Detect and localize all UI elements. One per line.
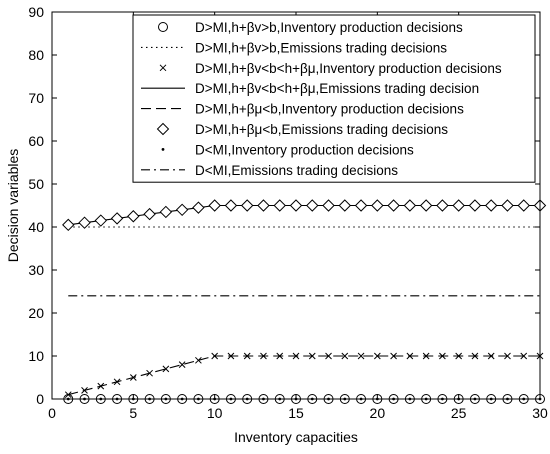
- y-tick-label: 0: [36, 391, 44, 407]
- legend-entry: D<MI,Inventory production decisions: [161, 142, 414, 157]
- legend-label: D>MI,h+βv>b,Emissions trading decisions: [195, 40, 447, 55]
- x-tick-label: 15: [288, 405, 304, 421]
- x-marker-stroke: [325, 352, 332, 360]
- x-marker-stroke: [178, 361, 186, 368]
- series-inv-prod-low-line: [68, 355, 540, 396]
- series-emis-trade-mid-line: [68, 204, 540, 226]
- series-inv-prod-low: [68, 355, 540, 396]
- legend-entry: D<MI,Emissions trading decisions: [141, 163, 398, 178]
- x-tick-label: 5: [129, 405, 137, 421]
- series-inv-prod-mid-point: [325, 352, 332, 360]
- legend-entry: D>MI,h+βv>b,Inventory production decisio…: [158, 20, 463, 35]
- legend-entry: D>MI,h+βv>b,Emissions trading decisions: [141, 40, 447, 55]
- series-emis-trade-low-point: [387, 199, 400, 212]
- series-emis-trade-low-point: [371, 199, 384, 212]
- legend-marker-sample: [161, 148, 165, 151]
- y-tick-label: 40: [28, 219, 44, 235]
- x-tick-label: 25: [451, 405, 467, 421]
- series-emis-trade-low-point: [468, 199, 482, 212]
- series-emis-trade-low-point: [436, 199, 449, 212]
- legend-entry: D>MI,h+βμ<b,Inventory production decisio…: [141, 102, 464, 117]
- legend-label: D<MI,Emissions trading decisions: [195, 163, 398, 178]
- x-marker-stroke: [357, 352, 365, 360]
- legend-marker-sample: [159, 64, 167, 72]
- series-emis-trade-low-point: [257, 199, 270, 212]
- y-tick-label: 70: [28, 90, 44, 106]
- y-tick-label: 30: [28, 262, 44, 278]
- series-emis-trade-low-point: [78, 216, 91, 229]
- x-marker-stroke: [373, 352, 381, 360]
- series-inv-prod-mid-point: [178, 361, 186, 368]
- y-tick-label: 50: [28, 176, 44, 192]
- x-marker-stroke: [520, 352, 528, 360]
- series-emis-trade-low-point: [240, 199, 254, 212]
- series-emis-trade-mid: [68, 204, 540, 226]
- x-marker-stroke: [162, 365, 170, 373]
- series-emis-trade-low-point: [338, 199, 352, 212]
- legend-label: D>MI,h+βv>b,Inventory production decisio…: [195, 20, 463, 35]
- series-emis-trade-low-point: [94, 214, 108, 227]
- legend-entry: D>MI,h+βv<b<h+βμ,Emissions trading decis…: [141, 81, 479, 96]
- series-emis-trade-low-point: [224, 199, 238, 212]
- x-tick-label: 20: [370, 405, 386, 421]
- y-tick-label: 90: [28, 4, 44, 20]
- y-tick-label: 60: [28, 133, 44, 149]
- x-axis-title: Inventory capacities: [234, 429, 358, 445]
- x-marker-stroke: [195, 356, 202, 364]
- legend-label: D>MI,h+βμ<b,Inventory production decisio…: [195, 102, 464, 117]
- series-inv-prod-mid-point: [520, 352, 528, 360]
- ticks: 0 5 10 15 20 25 30 0 10 20 30 40 50 60 70 80 90: [28, 4, 548, 421]
- series-emis-trade-low-point: [517, 199, 530, 212]
- series-emis-trade-low-point: [273, 199, 286, 212]
- series-inv-prod-mid: [64, 352, 544, 399]
- x-tick-label: 10: [207, 405, 223, 421]
- legend-marker-sample: [158, 22, 168, 32]
- series-emis-trade-low-point: [208, 199, 221, 212]
- x-marker-stroke: [159, 64, 167, 72]
- series-emis-trade-low-point: [62, 218, 75, 232]
- series-emis-trade-low-point: [403, 199, 417, 212]
- x-marker-stroke: [341, 352, 349, 360]
- series-emis-trade-low-point: [322, 199, 335, 212]
- series-emis-trade-low-point: [501, 199, 514, 212]
- legend-entry: D>MI,h+βv<b<h+βμ,Inventory production de…: [159, 61, 502, 76]
- y-axis-title: Decision variables: [5, 149, 21, 263]
- series-emis-trade-low-point: [143, 207, 156, 221]
- series-inv-prod-mid-point: [341, 352, 349, 360]
- series-emis-trade-low-point: [159, 205, 173, 219]
- x-tick-label: 0: [48, 405, 56, 421]
- legend-marker-sample: [156, 122, 170, 136]
- series-emis-trade-low-point: [110, 212, 124, 225]
- series-emis-trade-low-point: [354, 199, 368, 212]
- series-emis-trade-low-point: [484, 199, 498, 212]
- series-inv-prod-mid-point: [373, 352, 381, 360]
- plot-data: [62, 199, 547, 404]
- legend-label: D>MI,h+βv<b<h+βμ,Emissions trading decis…: [195, 81, 479, 96]
- legend-entry: D>MI,h+βμ<b,Emissions trading decisions: [156, 122, 448, 137]
- series-emis-trade-low-point: [127, 210, 140, 223]
- legend-box: [132, 14, 536, 183]
- legend: D>MI,h+βv>b,Inventory production decisio…: [132, 14, 536, 183]
- series-inv-prod-mid-point: [195, 356, 202, 364]
- series-emis-trade-low-point: [306, 199, 319, 212]
- y-tick-label: 20: [28, 305, 44, 321]
- series-emis-trade-low-point: [192, 201, 205, 214]
- series-emis-trade-low-point: [452, 199, 465, 212]
- y-tick-label: 80: [28, 47, 44, 63]
- series-emis-trade-low-point: [289, 199, 303, 212]
- series-emis-trade-low-point: [175, 203, 189, 217]
- series-emis-trade-low-point: [419, 199, 433, 212]
- series-inv-prod-mid-point: [357, 352, 365, 360]
- legend-label: D>MI,h+βv<b<h+βμ,Inventory production de…: [195, 61, 502, 76]
- x-tick-label: 30: [532, 405, 548, 421]
- series-emis-trade-low: [62, 199, 547, 232]
- y-tick-label: 10: [28, 348, 44, 364]
- legend-label: D>MI,h+βμ<b,Emissions trading decisions: [195, 122, 448, 137]
- series-inv-prod-mid-point: [162, 365, 170, 373]
- legend-label: D<MI,Inventory production decisions: [195, 142, 414, 157]
